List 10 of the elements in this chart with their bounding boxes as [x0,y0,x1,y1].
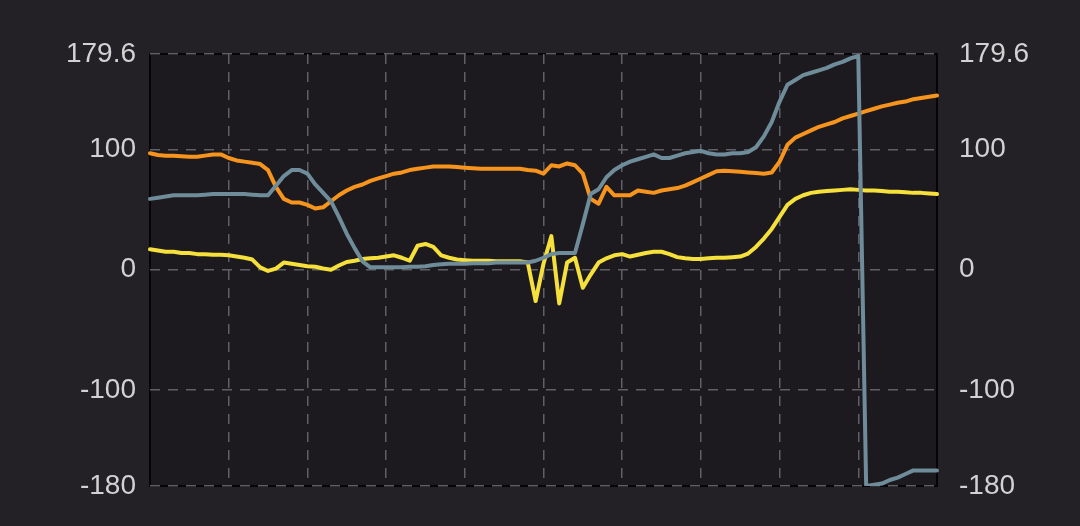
y-tick-label: 179.6 [65,36,136,68]
y2-tick-label: 100 [959,132,1006,164]
y2-tick-label: 179.6 [959,36,1030,68]
y2-tick-label: -180 [959,468,1016,500]
y-tick-label: -180 [79,468,136,500]
y-tick-label: 0 [120,252,136,284]
y-tick-label: -100 [79,372,136,404]
y2-tick-label: -100 [959,372,1016,404]
y2-tick-label: 0 [959,252,975,284]
y-tick-label: 100 [89,132,136,164]
